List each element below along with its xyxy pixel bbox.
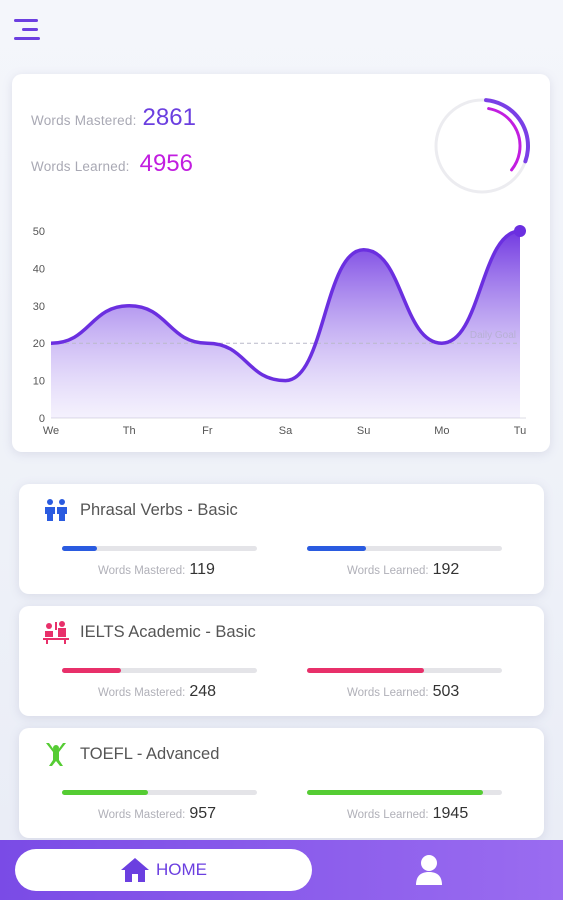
- mastered-caption-label: Words Mastered:: [98, 565, 186, 577]
- mastered-progress-bar: [62, 790, 257, 795]
- mastered-caption: Words Mastered: 248: [98, 683, 216, 701]
- course-title: TOEFL - Advanced: [80, 745, 220, 763]
- course-card[interactable]: IELTS Academic - Basic Words Mastered: 248…: [19, 606, 544, 716]
- cheering-person-icon: [46, 743, 66, 766]
- weekly-chart: 0 10 20 30 40 50 We Th Fr Sa Su Mo Tu Daily Goal: [33, 225, 526, 437]
- learned-progress-bar: [307, 546, 502, 551]
- learned-caption-label: Words Learned:: [347, 565, 429, 577]
- mastered-caption: Words Mastered: 119: [98, 561, 215, 579]
- learned-caption-value: 503: [432, 683, 460, 700]
- learned-progress-fill: [307, 668, 424, 673]
- mastered-progress-bar: [62, 668, 257, 673]
- learned-caption: Words Learned: 192: [347, 561, 459, 579]
- user-icon[interactable]: [414, 854, 444, 886]
- x-tick-label: Th: [123, 425, 136, 437]
- y-tick-label: 50: [33, 226, 45, 238]
- learned-progress-bar: [307, 790, 502, 795]
- words-mastered-value: 2861: [142, 104, 196, 131]
- course-title: IELTS Academic - Basic: [80, 623, 256, 641]
- y-tick-label: 20: [33, 338, 45, 350]
- menu-icon-line-1: [14, 19, 38, 22]
- words-learned-label: Words Learned:: [31, 159, 130, 174]
- people-icon: [45, 499, 67, 521]
- x-tick-label: Tu: [514, 425, 526, 437]
- learned-caption: Words Learned: 503: [347, 683, 459, 701]
- learned-progress-fill: [307, 546, 366, 551]
- chart-point: [514, 225, 526, 237]
- home-icon: [121, 858, 149, 882]
- menu-button[interactable]: [14, 16, 44, 46]
- x-tick-label: Fr: [202, 425, 213, 437]
- menu-icon-line-2: [22, 28, 38, 31]
- mastered-progress-fill: [62, 668, 121, 673]
- learned-caption: Words Learned: 1945: [347, 805, 468, 823]
- learned-caption-label: Words Learned:: [347, 687, 429, 699]
- course-card[interactable]: Phrasal Verbs - Basic Words Mastered: 119 W…: [19, 484, 544, 594]
- words-mastered-label: Words Mastered:: [31, 113, 137, 128]
- mastered-caption-label: Words Mastered:: [98, 809, 186, 821]
- stats-card: Words Mastered: 2861 Words Learned: 4956…: [12, 74, 550, 452]
- words-mastered-stat: Words Mastered: 2861: [31, 104, 196, 132]
- bottom-navigation: HOME: [0, 840, 563, 900]
- mastered-progress-bar: [62, 546, 257, 551]
- home-nav-label: HOME: [156, 860, 207, 879]
- learned-progress-bar: [307, 668, 502, 673]
- classroom-icon: [43, 621, 69, 644]
- x-tick-label: Su: [357, 425, 370, 437]
- mastered-caption-value: 119: [189, 561, 215, 578]
- words-learned-stat: Words Learned: 4956: [31, 150, 193, 178]
- progress-ring: [434, 98, 530, 194]
- learned-progress-fill: [307, 790, 483, 795]
- learned-caption-value: 1945: [432, 805, 469, 822]
- ring-learned-arc: [442, 106, 522, 186]
- ring-mastered-arc: [434, 98, 530, 194]
- menu-icon-line-3: [14, 37, 40, 40]
- learned-caption-value: 192: [432, 561, 460, 578]
- y-tick-label: 40: [33, 263, 45, 275]
- y-tick-label: 0: [39, 413, 45, 425]
- chart-area: [51, 231, 520, 418]
- x-tick-label: We: [43, 425, 59, 437]
- y-tick-label: 10: [33, 376, 45, 388]
- mastered-caption-value: 248: [189, 683, 217, 700]
- learned-caption-label: Words Learned:: [347, 809, 429, 821]
- mastered-caption: Words Mastered: 957: [98, 805, 216, 823]
- home-nav-button[interactable]: HOME: [15, 849, 312, 891]
- course-title: Phrasal Verbs - Basic: [80, 501, 238, 519]
- daily-goal-label: Daily Goal: [470, 330, 516, 341]
- y-tick-label: 30: [33, 301, 45, 313]
- course-card[interactable]: TOEFL - Advanced Words Mastered: 957 Words …: [19, 728, 544, 838]
- mastered-progress-fill: [62, 546, 98, 551]
- x-tick-label: Sa: [279, 425, 293, 437]
- mastered-progress-fill: [62, 790, 148, 795]
- chart-line: [50, 229, 521, 383]
- mastered-caption-label: Words Mastered:: [98, 687, 186, 699]
- words-learned-value: 4956: [139, 150, 193, 177]
- x-tick-label: Mo: [434, 425, 449, 437]
- mastered-caption-value: 957: [189, 805, 217, 822]
